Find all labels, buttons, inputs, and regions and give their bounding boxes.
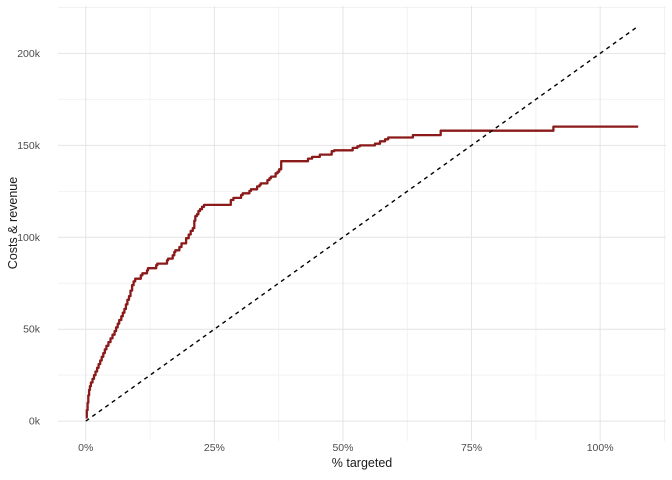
x-axis-title: % targeted <box>332 456 393 470</box>
series-path-cumulative-gains-step-curve <box>85 125 639 419</box>
x-tick-label: 0% <box>78 442 93 454</box>
y-tick-label: 50k <box>23 324 41 336</box>
series-path-cost-baseline-dashed <box>85 25 639 422</box>
grid-major-layer <box>58 6 666 441</box>
x-tick-label: 25% <box>204 442 225 454</box>
y-tick-label: 0k <box>29 416 41 428</box>
x-tick-label: 50% <box>332 442 353 454</box>
y-tick-label: 100k <box>17 232 41 244</box>
x-tick-label: 75% <box>461 442 482 454</box>
series-layer <box>85 25 639 422</box>
y-tick-label: 200k <box>17 48 41 60</box>
y-tick-label: 150k <box>17 140 41 152</box>
x-tick-label: 100% <box>587 442 614 454</box>
grid-minor-layer <box>58 6 666 441</box>
tick-label-layer: 0% 25% 50% 75% 100% 0k 50k 100k 150k 200k <box>17 48 613 454</box>
y-axis-title: Costs & revenue <box>6 177 20 269</box>
